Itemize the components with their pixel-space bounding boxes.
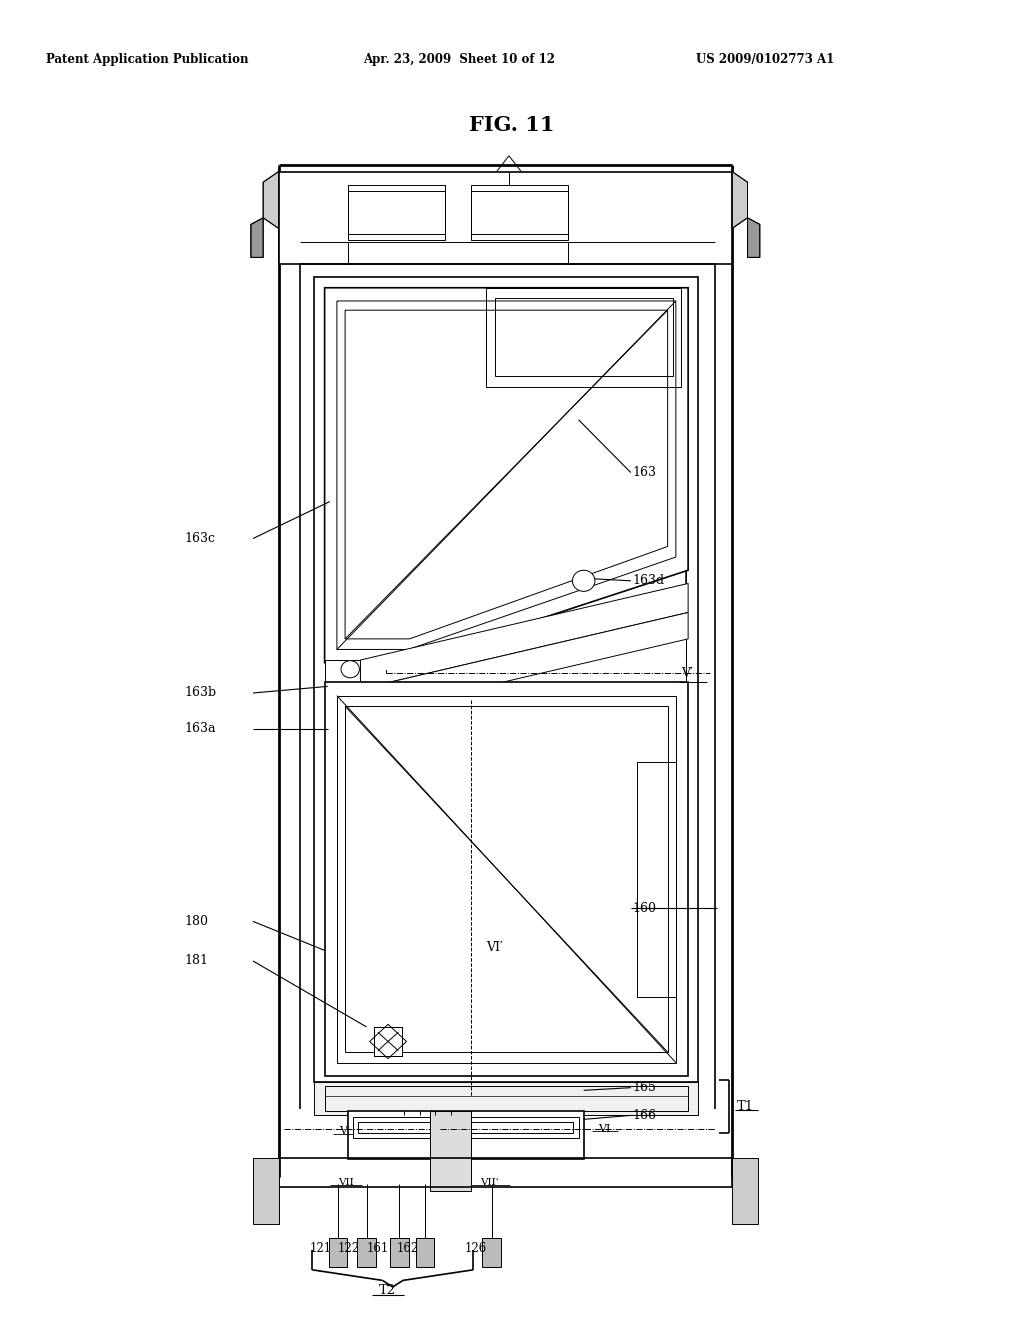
Text: 165: 165 [633, 1081, 656, 1094]
Bar [471, 1122, 573, 1133]
Polygon shape [327, 290, 686, 663]
Polygon shape [263, 172, 279, 228]
Bar [466, 1117, 579, 1138]
Bar [495, 298, 673, 376]
Polygon shape [251, 218, 263, 257]
Bar [416, 1238, 434, 1267]
Polygon shape [732, 172, 748, 228]
Text: 163b: 163b [184, 686, 216, 700]
Bar [358, 1122, 435, 1133]
Bar [348, 185, 445, 240]
Text: Patent Application Publication: Patent Application Publication [46, 53, 249, 66]
Text: 163a: 163a [184, 722, 216, 735]
Text: 166: 166 [633, 1109, 656, 1122]
Polygon shape [360, 583, 688, 689]
Bar [430, 1111, 471, 1191]
Text: 163: 163 [633, 466, 656, 479]
Bar [348, 191, 445, 234]
Text: V′: V′ [681, 667, 693, 680]
Text: T2: T2 [379, 1284, 395, 1298]
Polygon shape [325, 682, 688, 1076]
Bar [353, 1117, 440, 1138]
Text: 161: 161 [367, 1242, 389, 1255]
Bar [314, 277, 698, 1082]
Text: VII: VII [338, 1179, 354, 1187]
Bar [486, 288, 681, 387]
Polygon shape [325, 288, 688, 663]
Ellipse shape [341, 660, 359, 678]
Ellipse shape [572, 570, 595, 591]
Text: 122: 122 [338, 1242, 360, 1255]
Text: VI: VI [598, 1123, 610, 1134]
Bar [325, 1086, 688, 1111]
Bar [327, 288, 686, 1072]
Text: 160: 160 [633, 902, 656, 915]
Bar [253, 1158, 279, 1224]
Text: 180: 180 [184, 915, 208, 928]
Bar [357, 1238, 376, 1267]
Text: Apr. 23, 2009  Sheet 10 of 12: Apr. 23, 2009 Sheet 10 of 12 [364, 53, 555, 66]
Text: FIG. 11: FIG. 11 [469, 115, 555, 136]
Bar [329, 1238, 347, 1267]
Polygon shape [360, 612, 688, 715]
Bar [482, 1238, 501, 1267]
Polygon shape [748, 218, 760, 257]
Bar [471, 185, 568, 240]
Bar [325, 660, 360, 713]
Bar [279, 1158, 732, 1187]
Text: 163c: 163c [184, 532, 215, 545]
Text: US 2009/0102773 A1: US 2009/0102773 A1 [696, 53, 835, 66]
Bar [471, 191, 568, 234]
Bar [348, 1111, 584, 1159]
Bar [732, 1158, 758, 1224]
Text: 162: 162 [396, 1242, 419, 1255]
Bar [390, 1238, 409, 1267]
Text: 121: 121 [309, 1242, 332, 1255]
Bar [314, 1082, 698, 1115]
Text: T1: T1 [737, 1100, 755, 1113]
Polygon shape [374, 1027, 402, 1056]
Text: 181: 181 [184, 954, 208, 968]
Text: VII': VII' [480, 1179, 499, 1187]
Bar [279, 172, 732, 264]
Text: V: V [339, 1126, 347, 1137]
Text: VI′: VI′ [486, 941, 503, 954]
Text: 126: 126 [465, 1242, 487, 1255]
Text: 163d: 163d [633, 574, 665, 587]
